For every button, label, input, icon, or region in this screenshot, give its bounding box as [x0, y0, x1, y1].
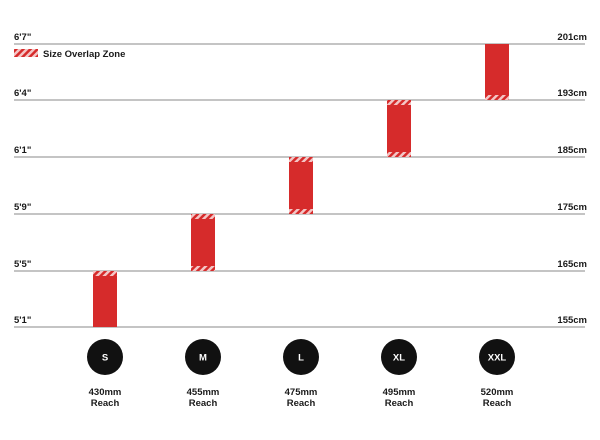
y-tick-label-cm: 165cm — [557, 259, 587, 270]
size-bar-xl — [387, 100, 411, 157]
size-badge-label: M — [199, 353, 207, 364]
size-bar-xxl — [485, 44, 509, 100]
overlap-zone-top — [387, 100, 411, 105]
reach-value: 430mm — [89, 387, 122, 398]
size-bars — [93, 44, 509, 327]
size-badge-xxl — [479, 339, 515, 375]
reach-value: 455mm — [187, 387, 220, 398]
legend-swatch — [14, 49, 38, 57]
y-tick-label-ft: 5'9" — [14, 202, 31, 213]
legend-label: Size Overlap Zone — [43, 49, 125, 60]
y-tick-label-cm: 193cm — [557, 88, 587, 99]
overlap-zone-bottom — [191, 266, 215, 271]
y-tick-label-cm: 175cm — [557, 202, 587, 213]
y-tick-label-cm: 155cm — [557, 315, 587, 326]
y-tick-label-ft: 5'1" — [14, 315, 31, 326]
y-tick-label-ft: 6'1" — [14, 145, 31, 156]
reach-word: Reach — [287, 398, 316, 409]
reach-word: Reach — [385, 398, 414, 409]
reach-word: Reach — [483, 398, 512, 409]
reach-value: 495mm — [383, 387, 416, 398]
overlap-zone-bottom — [485, 95, 509, 100]
y-tick-label-cm: 201cm — [557, 32, 587, 43]
size-badges: S430mmReachM455mmReachL475mmReachXL495mm… — [87, 339, 515, 409]
size-badge-l — [283, 339, 319, 375]
y-tick-label-ft: 6'7" — [14, 32, 31, 43]
y-tick-label-ft: 5'5" — [14, 259, 31, 270]
reach-value: 520mm — [481, 387, 514, 398]
reach-word: Reach — [189, 398, 218, 409]
size-badge-m — [185, 339, 221, 375]
overlap-zone-bottom — [289, 209, 313, 214]
overlap-zone-bottom — [387, 152, 411, 157]
size-badge-label: XXL — [488, 353, 507, 364]
size-badge-label: L — [298, 353, 304, 364]
size-bar-l — [289, 157, 313, 214]
y-tick-label-ft: 6'4" — [14, 88, 31, 99]
legend: Size Overlap Zone — [14, 49, 125, 60]
size-badge-label: S — [102, 353, 108, 364]
overlap-zone-top — [289, 157, 313, 162]
y-tick-label-cm: 185cm — [557, 145, 587, 156]
reach-value: 475mm — [285, 387, 318, 398]
size-badge-s — [87, 339, 123, 375]
size-bar-m — [191, 214, 215, 271]
overlap-zone-top — [93, 271, 117, 276]
overlap-zone-top — [191, 214, 215, 219]
size-badge-xl — [381, 339, 417, 375]
size-badge-label: XL — [393, 353, 405, 364]
size-bar-s — [93, 271, 117, 327]
reach-word: Reach — [91, 398, 120, 409]
